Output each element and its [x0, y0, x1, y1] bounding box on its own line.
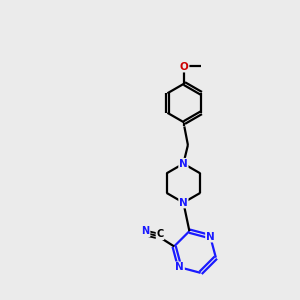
Text: N: N	[179, 198, 188, 208]
Text: N: N	[179, 159, 188, 169]
Text: C: C	[156, 230, 164, 239]
Text: O: O	[180, 62, 189, 72]
Text: N: N	[206, 232, 214, 242]
Text: N: N	[176, 262, 184, 272]
Text: N: N	[142, 226, 150, 236]
